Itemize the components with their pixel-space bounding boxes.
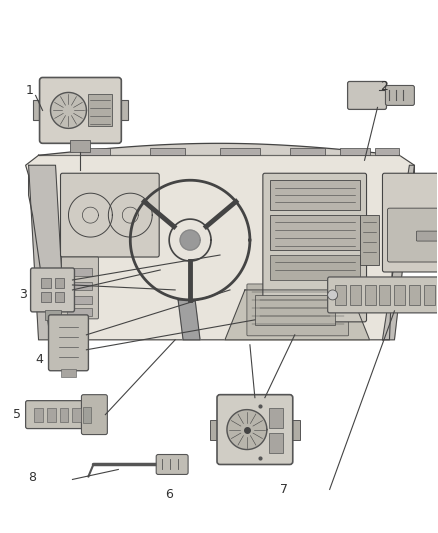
Bar bbox=[269, 408, 283, 427]
Bar bbox=[269, 433, 283, 453]
Polygon shape bbox=[382, 165, 414, 340]
Bar bbox=[60, 369, 77, 377]
Bar bbox=[88, 94, 112, 126]
FancyBboxPatch shape bbox=[328, 277, 438, 313]
FancyBboxPatch shape bbox=[217, 394, 293, 464]
Bar bbox=[34, 408, 42, 422]
Bar bbox=[32, 100, 42, 120]
Text: 5: 5 bbox=[13, 408, 21, 421]
Bar bbox=[46, 408, 56, 422]
Polygon shape bbox=[225, 290, 370, 340]
Polygon shape bbox=[28, 165, 66, 340]
Bar bbox=[150, 148, 185, 155]
Bar bbox=[83, 407, 92, 423]
Bar bbox=[81, 148, 110, 155]
Bar bbox=[360, 215, 379, 265]
FancyBboxPatch shape bbox=[31, 268, 74, 312]
Bar bbox=[41, 292, 50, 302]
Bar bbox=[45, 310, 60, 320]
Bar bbox=[41, 278, 50, 288]
Bar bbox=[374, 148, 399, 155]
Bar bbox=[67, 308, 92, 316]
Bar bbox=[424, 285, 435, 305]
Bar bbox=[290, 148, 325, 155]
Bar bbox=[270, 215, 360, 250]
FancyBboxPatch shape bbox=[61, 257, 99, 319]
FancyBboxPatch shape bbox=[263, 173, 367, 322]
FancyBboxPatch shape bbox=[49, 315, 88, 371]
Circle shape bbox=[328, 290, 338, 300]
FancyBboxPatch shape bbox=[81, 394, 107, 434]
Bar bbox=[67, 282, 92, 290]
FancyBboxPatch shape bbox=[388, 208, 438, 262]
Bar bbox=[54, 278, 64, 288]
Polygon shape bbox=[50, 92, 86, 128]
Bar bbox=[54, 292, 64, 302]
Bar bbox=[410, 285, 420, 305]
FancyBboxPatch shape bbox=[39, 77, 121, 143]
Bar bbox=[210, 419, 220, 440]
Bar bbox=[118, 100, 128, 120]
Text: 3: 3 bbox=[19, 288, 27, 302]
Bar bbox=[350, 285, 360, 305]
FancyBboxPatch shape bbox=[60, 173, 159, 257]
FancyBboxPatch shape bbox=[382, 173, 438, 272]
Text: 7: 7 bbox=[280, 483, 288, 496]
Bar bbox=[270, 255, 360, 280]
FancyBboxPatch shape bbox=[156, 455, 188, 474]
Bar bbox=[255, 295, 335, 325]
Polygon shape bbox=[178, 300, 200, 340]
Bar bbox=[379, 285, 390, 305]
Bar bbox=[339, 148, 370, 155]
FancyBboxPatch shape bbox=[25, 401, 85, 429]
Text: 4: 4 bbox=[35, 353, 43, 366]
Bar bbox=[67, 268, 92, 276]
Polygon shape bbox=[180, 230, 200, 250]
FancyBboxPatch shape bbox=[247, 284, 349, 336]
Bar bbox=[270, 180, 360, 210]
Text: 2: 2 bbox=[381, 80, 389, 93]
Bar bbox=[67, 296, 92, 304]
Bar bbox=[335, 285, 346, 305]
Bar bbox=[364, 285, 375, 305]
Bar bbox=[290, 419, 300, 440]
Bar bbox=[220, 148, 260, 155]
Bar bbox=[60, 408, 68, 422]
Bar bbox=[71, 140, 90, 152]
FancyBboxPatch shape bbox=[348, 82, 386, 109]
Text: 1: 1 bbox=[25, 84, 33, 97]
Text: 6: 6 bbox=[165, 488, 173, 501]
Polygon shape bbox=[25, 155, 414, 340]
Bar bbox=[395, 285, 406, 305]
FancyBboxPatch shape bbox=[385, 85, 414, 106]
Polygon shape bbox=[227, 410, 267, 449]
FancyBboxPatch shape bbox=[417, 231, 438, 241]
Bar bbox=[72, 408, 81, 422]
Text: 8: 8 bbox=[28, 471, 37, 484]
